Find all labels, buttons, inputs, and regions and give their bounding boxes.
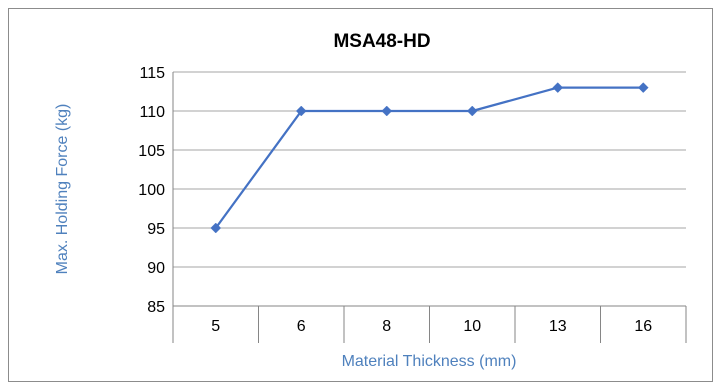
x-tick-label: 5 [211,318,220,335]
data-point [637,82,649,93]
data-point [381,105,393,117]
y-axis-title: Max. Holding Force (kg) [54,104,71,275]
y-tick-labels: 85 90 95 100 105 110 115 [138,65,165,316]
series-line-layer [214,86,644,229]
x-tick-label: 10 [463,318,481,335]
y-tick-label: 115 [139,65,165,82]
data-point [210,222,222,234]
data-point-layer [210,82,649,234]
data-point [295,105,307,117]
series-line [214,86,644,229]
x-tick-label: 16 [634,318,652,335]
data-point [466,105,478,117]
x-tick-label: 13 [549,318,567,335]
y-tick-label: 110 [139,104,165,121]
y-tick-label: 105 [138,143,165,160]
gridlines [173,71,686,268]
chart-title: MSA48-HD [333,31,430,52]
y-tick-label: 85 [147,299,165,316]
data-point [552,82,564,93]
axes [172,72,687,343]
x-tick-labels: 5 6 8 10 13 16 [211,318,652,335]
y-tick-label: 90 [147,260,165,277]
x-axis-title: Material Thickness (mm) [342,353,517,370]
y-tick-label: 95 [147,221,165,238]
y-tick-label: 100 [138,182,165,199]
x-tick-label: 6 [297,318,306,335]
chart-frame [8,8,713,382]
x-tick-label: 8 [382,318,391,335]
